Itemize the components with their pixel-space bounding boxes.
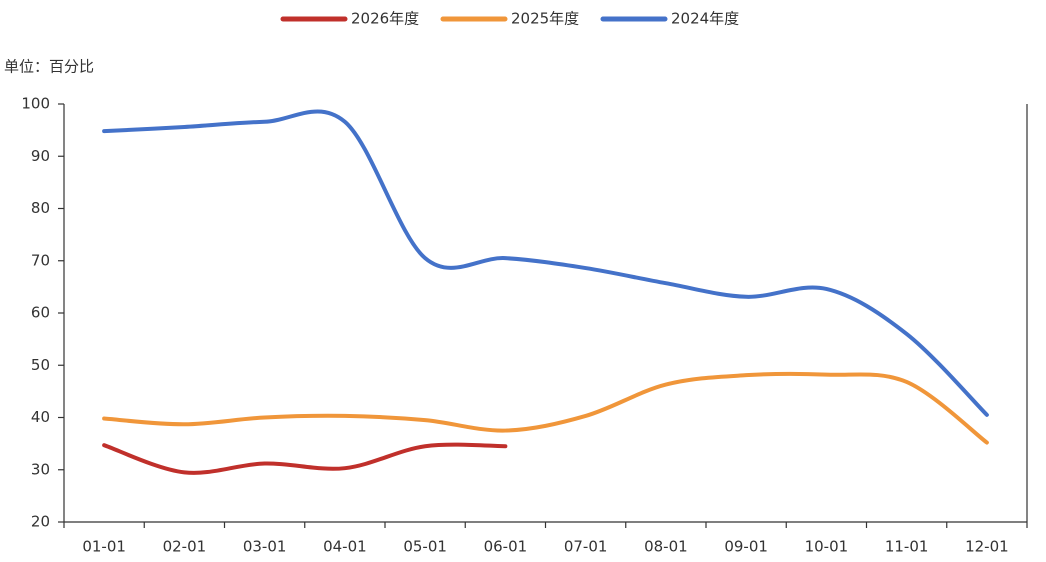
y-tick-label: 40 [31, 408, 50, 426]
y-tick-label: 90 [31, 147, 50, 165]
x-tick-label: 04-01 [323, 538, 367, 556]
x-tick-label: 05-01 [403, 538, 447, 556]
x-tick-label: 09-01 [724, 538, 768, 556]
x-tick-label: 12-01 [965, 538, 1009, 556]
y-tick-label: 20 [31, 513, 50, 531]
unit-label: 单位：百分比 [4, 58, 94, 76]
series-line [102, 442, 508, 475]
x-tick-label: 10-01 [805, 538, 849, 556]
legend-label: 2025年度 [511, 10, 579, 28]
x-tick-label: 03-01 [243, 538, 287, 556]
x-tick-label: 07-01 [564, 538, 608, 556]
legend: 2026年度 2025年度 2024年度 [280, 10, 739, 28]
series-line [102, 371, 989, 445]
y-tick-label: 100 [21, 95, 50, 113]
x-tick-label: 02-01 [163, 538, 207, 556]
legend-label: 2026年度 [351, 10, 419, 28]
series-line [102, 109, 989, 417]
y-tick-label: 70 [31, 251, 50, 269]
x-tick-label: 08-01 [644, 538, 688, 556]
y-tick-label: 80 [31, 199, 50, 217]
y-tick-label: 30 [31, 460, 50, 478]
y-tick-label: 60 [31, 304, 50, 322]
x-tick-label: 01-01 [82, 538, 126, 556]
x-tick-label: 11-01 [885, 538, 929, 556]
x-tick-label: 06-01 [484, 538, 528, 556]
legend-label: 2024年度 [671, 10, 739, 28]
y-tick-label: 50 [31, 356, 50, 374]
